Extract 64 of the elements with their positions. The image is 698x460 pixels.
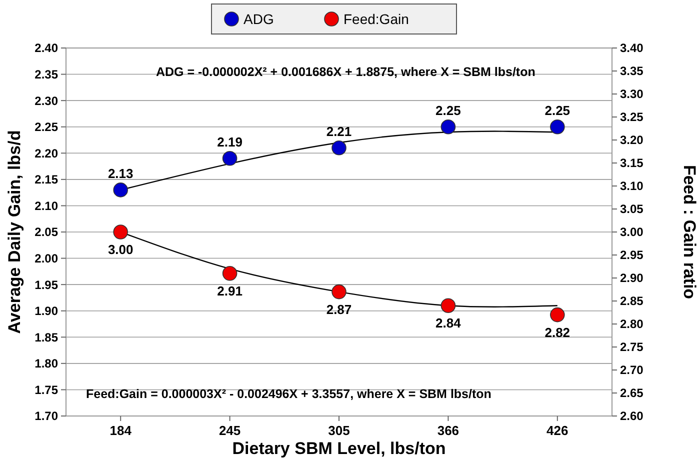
y-axis-title: Average Daily Gain, lbs/d [5, 130, 24, 334]
y2-tick-label: 3.20 [620, 133, 644, 148]
x-tick-label: 305 [328, 423, 350, 438]
data-label: 2.25 [544, 102, 570, 118]
y-tick-label: 2.00 [34, 251, 58, 266]
data-label: 2.21 [326, 124, 352, 139]
y2-axis-title: Feed : Gain ratio [680, 164, 698, 300]
y-tick-label: 1.90 [34, 304, 58, 318]
y2-tick-label: 3.25 [620, 110, 644, 124]
data-label: 2.84 [436, 316, 462, 331]
point [440, 298, 456, 313]
data-label: 2.13 [108, 166, 134, 181]
y2-tick-label: 2.75 [620, 340, 644, 354]
annotation: Feed:Gain = 0.000003X² - 0.002496X + 3.3557, where X = SBM lbs/ton [86, 387, 492, 401]
point [113, 224, 128, 240]
point [332, 284, 346, 300]
y-tick-label: 2.15 [34, 172, 58, 187]
y2-tick-label: 2.65 [620, 386, 644, 400]
data-label: 2.87 [326, 302, 352, 317]
point [550, 307, 565, 322]
y2-tick-label: 3.40 [620, 41, 644, 56]
y-tick-label: 1.95 [34, 278, 58, 292]
y-tick-label: 1.80 [34, 356, 58, 371]
y2-tick-label: 3.15 [620, 156, 644, 170]
y-tick-label: 2.40 [34, 41, 58, 56]
data-label: 2.25 [436, 102, 461, 118]
point [222, 266, 238, 281]
y-tick-label: 2.05 [34, 225, 58, 240]
y2-tick-label: 2.85 [620, 294, 644, 308]
y2-tick-label: 3.05 [620, 202, 644, 216]
y2-tick-label: 2.80 [620, 317, 644, 332]
x-tick-label: 366 [437, 423, 460, 438]
point [440, 119, 456, 134]
x-axis-title: Dietary SBM Level, lbs/ton [232, 439, 446, 458]
y-tick-label: 2.25 [34, 120, 58, 134]
y2-tick-label: 2.95 [620, 248, 644, 262]
y2-tick-label: 2.70 [620, 363, 644, 378]
annotation: ADG = -0.000002X² + 0.001686X + 1.8875, where X = SBM lbs/ton [156, 65, 536, 79]
y-tick-label: 1.85 [34, 330, 58, 344]
point [222, 151, 238, 166]
y-tick-label: 2.30 [34, 94, 58, 108]
data-label: 2.82 [544, 324, 570, 340]
point [113, 182, 128, 198]
point [332, 140, 346, 156]
y2-tick-label: 3.35 [620, 64, 644, 78]
y-tick-label: 2.35 [34, 67, 58, 82]
y-tick-label: 1.75 [34, 382, 58, 397]
y-tick-label: 1.70 [34, 409, 58, 424]
point [550, 119, 565, 134]
x-tick-label: 426 [546, 423, 568, 438]
data-label: 2.91 [217, 283, 242, 298]
y2-tick-label: 3.30 [620, 87, 644, 102]
legend-label: ADG [244, 10, 274, 27]
data-label: 3.00 [108, 242, 134, 257]
legend-label: Feed:Gain [344, 10, 409, 27]
data-label: 2.19 [217, 134, 242, 150]
y2-tick-label: 3.00 [620, 225, 644, 240]
x-tick-label: 184 [110, 423, 132, 438]
y-tick-label: 2.20 [34, 146, 58, 160]
y2-tick-label: 2.60 [620, 409, 644, 424]
y2-tick-label: 2.90 [620, 271, 644, 286]
x-tick-label: 245 [218, 423, 241, 438]
y-tick-label: 2.10 [34, 198, 58, 213]
y2-tick-label: 3.10 [620, 179, 644, 194]
